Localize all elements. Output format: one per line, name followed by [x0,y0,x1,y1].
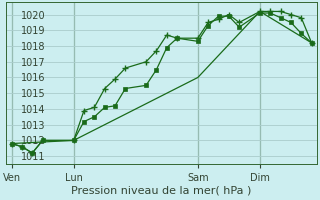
X-axis label: Pression niveau de la mer( hPa ): Pression niveau de la mer( hPa ) [71,186,252,196]
